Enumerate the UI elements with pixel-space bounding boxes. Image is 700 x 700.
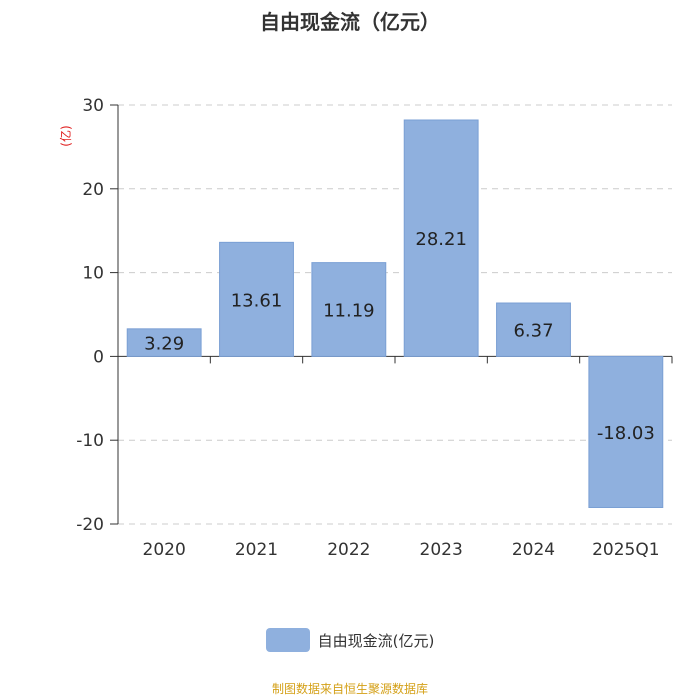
legend-label: 自由现金流(亿元) bbox=[317, 631, 435, 650]
y-tick-label: -10 bbox=[76, 431, 104, 451]
y-tick-label: 0 bbox=[93, 347, 104, 367]
data-label: 11.19 bbox=[323, 301, 375, 322]
y-axis-label: (亿) bbox=[58, 125, 73, 146]
data-label: 28.21 bbox=[415, 229, 467, 250]
chart-title: 自由现金流（亿元） bbox=[260, 10, 440, 34]
axes: 30 20 10 0 -10 -20 2020 2021 2022 2023 2024 2025Q1 bbox=[76, 96, 673, 560]
x-tick-label: 2020 bbox=[143, 540, 186, 560]
bar[interactable] bbox=[219, 241, 294, 357]
bar[interactable] bbox=[311, 262, 387, 357]
data-label: -18.03 bbox=[597, 423, 655, 444]
x-tick-label: 2023 bbox=[420, 540, 463, 560]
x-tick-label: 2022 bbox=[327, 540, 370, 560]
grid-lines bbox=[118, 104, 672, 525]
x-tick-label: 2021 bbox=[235, 540, 278, 560]
x-tick-label: 2025Q1 bbox=[592, 540, 659, 560]
y-tick-label: 20 bbox=[82, 180, 104, 200]
legend[interactable]: 自由现金流(亿元) bbox=[0, 628, 700, 652]
bar[interactable] bbox=[588, 355, 664, 508]
bar[interactable] bbox=[403, 119, 479, 357]
data-label: 6.37 bbox=[513, 321, 553, 342]
data-label: 13.61 bbox=[231, 290, 283, 311]
y-tick-label: -20 bbox=[76, 515, 104, 535]
legend-swatch bbox=[265, 628, 310, 652]
bars bbox=[126, 119, 664, 508]
source-note: 制图数据来自恒生聚源数据库 bbox=[271, 682, 428, 696]
data-labels: 3.29 13.61 11.19 28.21 6.37 -18.03 bbox=[144, 229, 655, 444]
y-tick-label: 30 bbox=[82, 96, 104, 116]
data-label: 3.29 bbox=[144, 334, 184, 355]
x-tick-label: 2024 bbox=[512, 540, 555, 560]
bar[interactable] bbox=[126, 328, 202, 357]
y-tick-label: 10 bbox=[82, 264, 104, 284]
bar[interactable] bbox=[496, 302, 571, 357]
